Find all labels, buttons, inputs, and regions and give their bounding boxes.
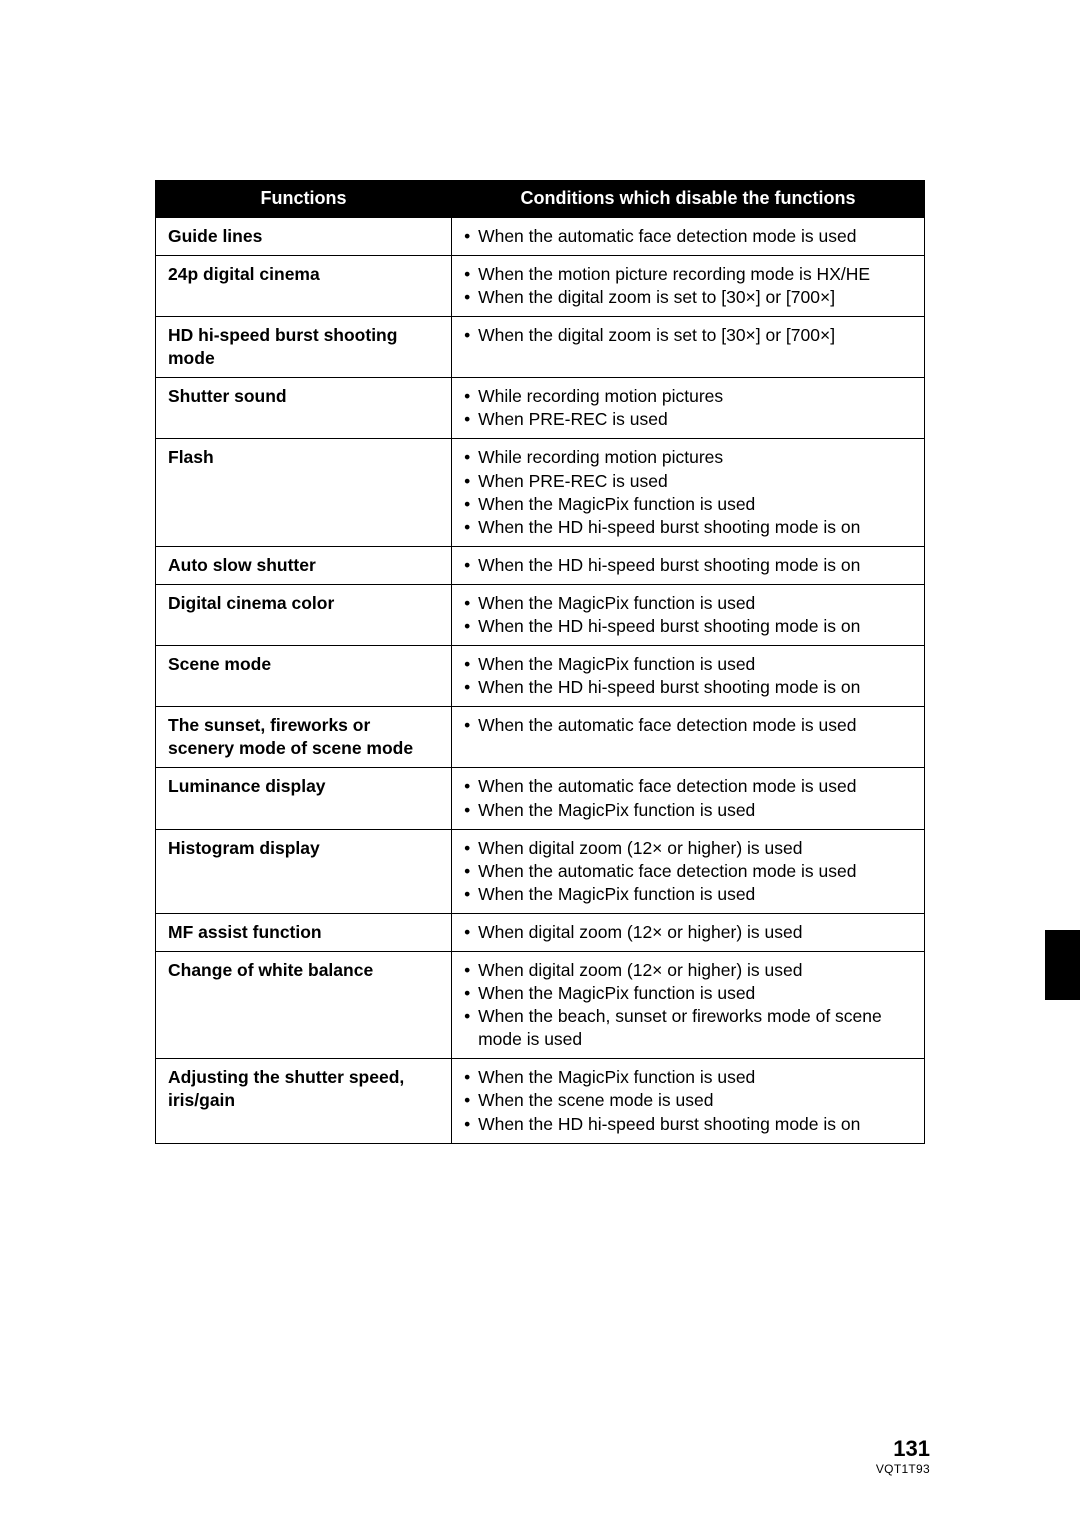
table-row: Digital cinema color When the MagicPix fu…: [156, 584, 925, 645]
conditions-cell: When the motion picture recording mode i…: [452, 255, 925, 316]
condition-item: When the MagicPix function is used: [464, 982, 914, 1005]
condition-item: When PRE-REC is used: [464, 408, 914, 431]
condition-item: While recording motion pictures: [464, 385, 914, 408]
table-row: Histogram display When digital zoom (12× …: [156, 829, 925, 913]
table-row: Adjusting the shutter speed, iris/gainWh…: [156, 1059, 925, 1143]
condition-item: When the HD hi-speed burst shooting mode…: [464, 1113, 914, 1136]
page-number: 131: [876, 1436, 930, 1462]
conditions-cell: While recording motion picturesWhen PRE-…: [452, 378, 925, 439]
conditions-list: When digital zoom (12× or higher) is use…: [464, 921, 914, 944]
conditions-list: When digital zoom (12× or higher) is use…: [464, 837, 914, 906]
table-body: Guide lines When the automatic face detec…: [156, 217, 925, 1143]
condition-item: When the digital zoom is set to [30×] or…: [464, 286, 914, 309]
conditions-list: When the automatic face detection mode i…: [464, 225, 914, 248]
table-row: The sunset, fireworks or scenery mode of…: [156, 707, 925, 768]
functions-table: Functions Conditions which disable the f…: [155, 180, 925, 1144]
conditions-cell: When the MagicPix function is usedWhen t…: [452, 646, 925, 707]
conditions-list: While recording motion picturesWhen PRE-…: [464, 385, 914, 431]
conditions-list: While recording motion picturesWhen PRE-…: [464, 446, 914, 538]
condition-item: When the MagicPix function is used: [464, 653, 914, 676]
conditions-list: When the MagicPix function is usedWhen t…: [464, 1066, 914, 1135]
condition-item: When the HD hi-speed burst shooting mode…: [464, 554, 914, 577]
condition-item: When the motion picture recording mode i…: [464, 263, 914, 286]
condition-item: When the MagicPix function is used: [464, 1066, 914, 1089]
function-name-cell: MF assist function: [156, 913, 452, 951]
conditions-list: When the MagicPix function is usedWhen t…: [464, 653, 914, 699]
functions-table-wrap: Functions Conditions which disable the f…: [155, 180, 925, 1144]
conditions-cell: When the MagicPix function is usedWhen t…: [452, 584, 925, 645]
page-footer: 131 VQT1T93: [876, 1436, 930, 1476]
table-row: Luminance display When the automatic face…: [156, 768, 925, 829]
function-name-cell: Digital cinema color: [156, 584, 452, 645]
conditions-list: When the automatic face detection mode i…: [464, 775, 914, 821]
condition-item: When digital zoom (12× or higher) is use…: [464, 837, 914, 860]
condition-item: When the scene mode is used: [464, 1089, 914, 1112]
doc-code: VQT1T93: [876, 1462, 930, 1476]
table-row: HD hi-speed burst shooting mode When the …: [156, 317, 925, 378]
table-row: 24p digital cinema When the motion pictur…: [156, 255, 925, 316]
condition-item: When the beach, sunset or fireworks mode…: [464, 1005, 914, 1051]
condition-item: When PRE-REC is used: [464, 470, 914, 493]
conditions-cell: When digital zoom (12× or higher) is use…: [452, 952, 925, 1059]
conditions-list: When the MagicPix function is usedWhen t…: [464, 592, 914, 638]
table-row: Guide lines When the automatic face detec…: [156, 217, 925, 255]
table-row: Change of white balance When digital zoom…: [156, 952, 925, 1059]
conditions-list: When the automatic face detection mode i…: [464, 714, 914, 737]
table-row: MF assist function When digital zoom (12×…: [156, 913, 925, 951]
conditions-list: When the digital zoom is set to [30×] or…: [464, 324, 914, 347]
function-name-cell: Luminance display: [156, 768, 452, 829]
function-name-cell: Adjusting the shutter speed, iris/gain: [156, 1059, 452, 1143]
table-row: FlashWhile recording motion picturesWhen…: [156, 439, 925, 546]
page: Functions Conditions which disable the f…: [0, 0, 1080, 1526]
condition-item: When the MagicPix function is used: [464, 883, 914, 906]
conditions-list: When the HD hi-speed burst shooting mode…: [464, 554, 914, 577]
function-name-cell: 24p digital cinema: [156, 255, 452, 316]
table-row: Scene mode When the MagicPix function is …: [156, 646, 925, 707]
condition-item: When the digital zoom is set to [30×] or…: [464, 324, 914, 347]
function-name-cell: Change of white balance: [156, 952, 452, 1059]
conditions-cell: When the automatic face detection mode i…: [452, 707, 925, 768]
condition-item: When the MagicPix function is used: [464, 592, 914, 615]
table-row: Auto slow shutter When the HD hi-speed bu…: [156, 546, 925, 584]
function-name-cell: Shutter sound: [156, 378, 452, 439]
conditions-cell: When the automatic face detection mode i…: [452, 768, 925, 829]
header-conditions: Conditions which disable the functions: [452, 181, 925, 218]
function-name-cell: HD hi-speed burst shooting mode: [156, 317, 452, 378]
side-tab: [1045, 930, 1080, 1000]
function-name-cell: Histogram display: [156, 829, 452, 913]
condition-item: When the automatic face detection mode i…: [464, 714, 914, 737]
conditions-cell: When digital zoom (12× or higher) is use…: [452, 829, 925, 913]
condition-item: When the HD hi-speed burst shooting mode…: [464, 676, 914, 699]
conditions-cell: When the MagicPix function is usedWhen t…: [452, 1059, 925, 1143]
conditions-cell: When the automatic face detection mode i…: [452, 217, 925, 255]
header-functions: Functions: [156, 181, 452, 218]
conditions-list: When digital zoom (12× or higher) is use…: [464, 959, 914, 1051]
conditions-cell: When digital zoom (12× or higher) is use…: [452, 913, 925, 951]
table-header-row: Functions Conditions which disable the f…: [156, 181, 925, 218]
table-row: Shutter sound While recording motion pict…: [156, 378, 925, 439]
condition-item: When the HD hi-speed burst shooting mode…: [464, 516, 914, 539]
condition-item: When the MagicPix function is used: [464, 799, 914, 822]
condition-item: When the automatic face detection mode i…: [464, 775, 914, 798]
condition-item: When the automatic face detection mode i…: [464, 225, 914, 248]
function-name-cell: The sunset, fireworks or scenery mode of…: [156, 707, 452, 768]
conditions-list: When the motion picture recording mode i…: [464, 263, 914, 309]
conditions-cell: When the digital zoom is set to [30×] or…: [452, 317, 925, 378]
conditions-cell: While recording motion picturesWhen PRE-…: [452, 439, 925, 546]
condition-item: When digital zoom (12× or higher) is use…: [464, 959, 914, 982]
function-name-cell: Scene mode: [156, 646, 452, 707]
condition-item: When the automatic face detection mode i…: [464, 860, 914, 883]
condition-item: When the HD hi-speed burst shooting mode…: [464, 615, 914, 638]
condition-item: When digital zoom (12× or higher) is use…: [464, 921, 914, 944]
conditions-cell: When the HD hi-speed burst shooting mode…: [452, 546, 925, 584]
condition-item: When the MagicPix function is used: [464, 493, 914, 516]
function-name-cell: Flash: [156, 439, 452, 546]
function-name-cell: Guide lines: [156, 217, 452, 255]
condition-item: While recording motion pictures: [464, 446, 914, 469]
function-name-cell: Auto slow shutter: [156, 546, 452, 584]
